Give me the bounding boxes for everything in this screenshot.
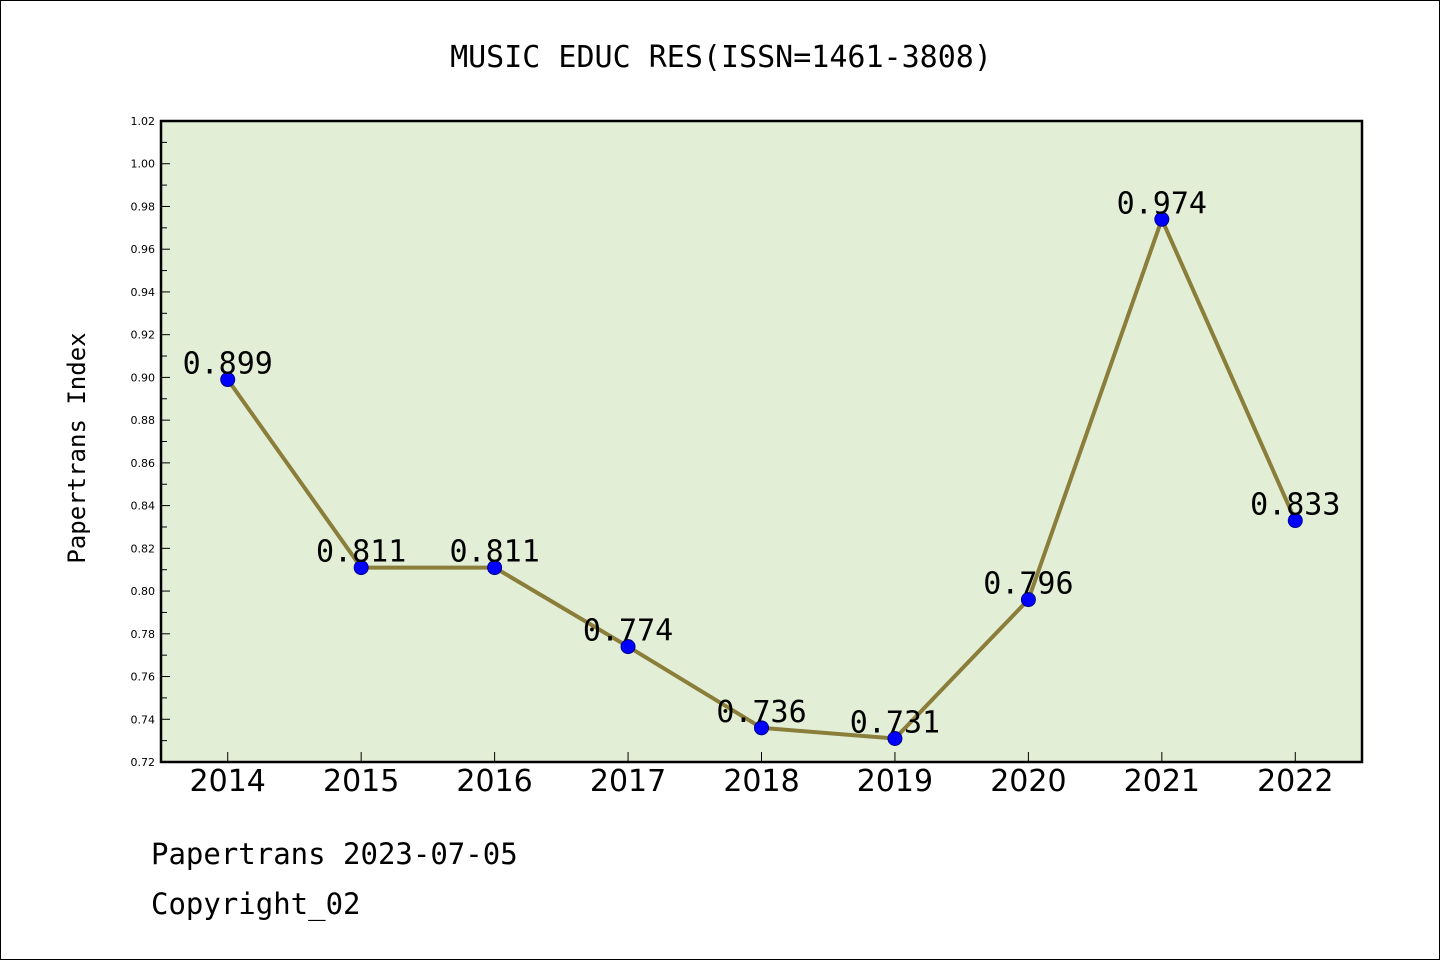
data-label: 0.736 bbox=[716, 695, 806, 730]
y-tick-label: 0.84 bbox=[131, 500, 156, 513]
x-tick-label: 2017 bbox=[590, 764, 666, 799]
data-point bbox=[487, 560, 503, 576]
series-layer bbox=[220, 211, 1303, 746]
x-tick-label: 2022 bbox=[1257, 764, 1333, 799]
y-tick-label: 0.86 bbox=[131, 457, 156, 470]
data-label: 0.811 bbox=[316, 535, 406, 570]
x-tick-label: 2016 bbox=[456, 764, 532, 799]
data-label: 0.811 bbox=[449, 535, 539, 570]
y-tick-label: 0.74 bbox=[131, 713, 156, 726]
y-tick-label: 0.72 bbox=[131, 756, 156, 769]
plot-area bbox=[161, 121, 1362, 762]
data-label: 0.731 bbox=[850, 705, 940, 740]
data-label: 0.796 bbox=[983, 567, 1073, 602]
x-tick-label: 2021 bbox=[1124, 764, 1200, 799]
y-tick-label: 0.94 bbox=[131, 286, 156, 299]
x-tick-label: 2015 bbox=[323, 764, 399, 799]
plot-border bbox=[159, 119, 1364, 764]
data-label: 0.899 bbox=[183, 347, 273, 382]
y-tick-label: 0.82 bbox=[131, 542, 156, 555]
data-point bbox=[1287, 513, 1303, 529]
data-point bbox=[220, 372, 236, 388]
y-tick-label: 0.96 bbox=[131, 243, 156, 256]
y-tick-label: 0.98 bbox=[131, 200, 156, 213]
data-point bbox=[620, 639, 636, 655]
data-label: 0.974 bbox=[1117, 186, 1207, 221]
y-tick-label: 0.90 bbox=[131, 371, 156, 384]
x-axis: 2014 2015 2016 2017 2018 2019 2020 2021 2022 bbox=[190, 752, 1333, 799]
y-tick-label: 0.78 bbox=[131, 628, 156, 641]
data-point bbox=[754, 720, 769, 736]
y-axis-label: Papertrans Index bbox=[63, 332, 91, 563]
y-tick-label: 1.00 bbox=[131, 158, 156, 171]
data-labels-layer: 0.899 0.811 0.811 0.774 0.736 0.731 0.796 0.974… bbox=[183, 186, 1341, 740]
y-tick-label: 0.92 bbox=[131, 329, 156, 342]
x-tick-label: 2014 bbox=[190, 764, 266, 799]
data-point bbox=[887, 730, 903, 746]
y-tick-label: 0.80 bbox=[131, 585, 156, 598]
data-point bbox=[1154, 211, 1170, 227]
y-tick-label: 1.02 bbox=[131, 115, 156, 128]
data-point bbox=[353, 560, 369, 576]
data-label: 0.774 bbox=[583, 614, 673, 649]
x-tick-label: 2019 bbox=[857, 764, 933, 799]
footer-date: Papertrans 2023-07-05 bbox=[151, 837, 518, 871]
y-tick-label: 0.76 bbox=[131, 671, 156, 684]
data-point bbox=[1020, 592, 1036, 608]
footer-copyright: Copyright_02 bbox=[151, 887, 361, 921]
x-tick-label: 2020 bbox=[990, 764, 1066, 799]
chart-title: MUSIC EDUC RES(ISSN=1461-3808) bbox=[450, 40, 992, 75]
y-axis: 0.72 0.74 0.76 0.78 0.80 0.82 0.84 0.86 0.88 0.90… bbox=[131, 115, 170, 769]
data-label: 0.833 bbox=[1250, 488, 1340, 523]
y-tick-label: 0.88 bbox=[131, 414, 156, 427]
x-tick-label: 2018 bbox=[723, 764, 799, 799]
